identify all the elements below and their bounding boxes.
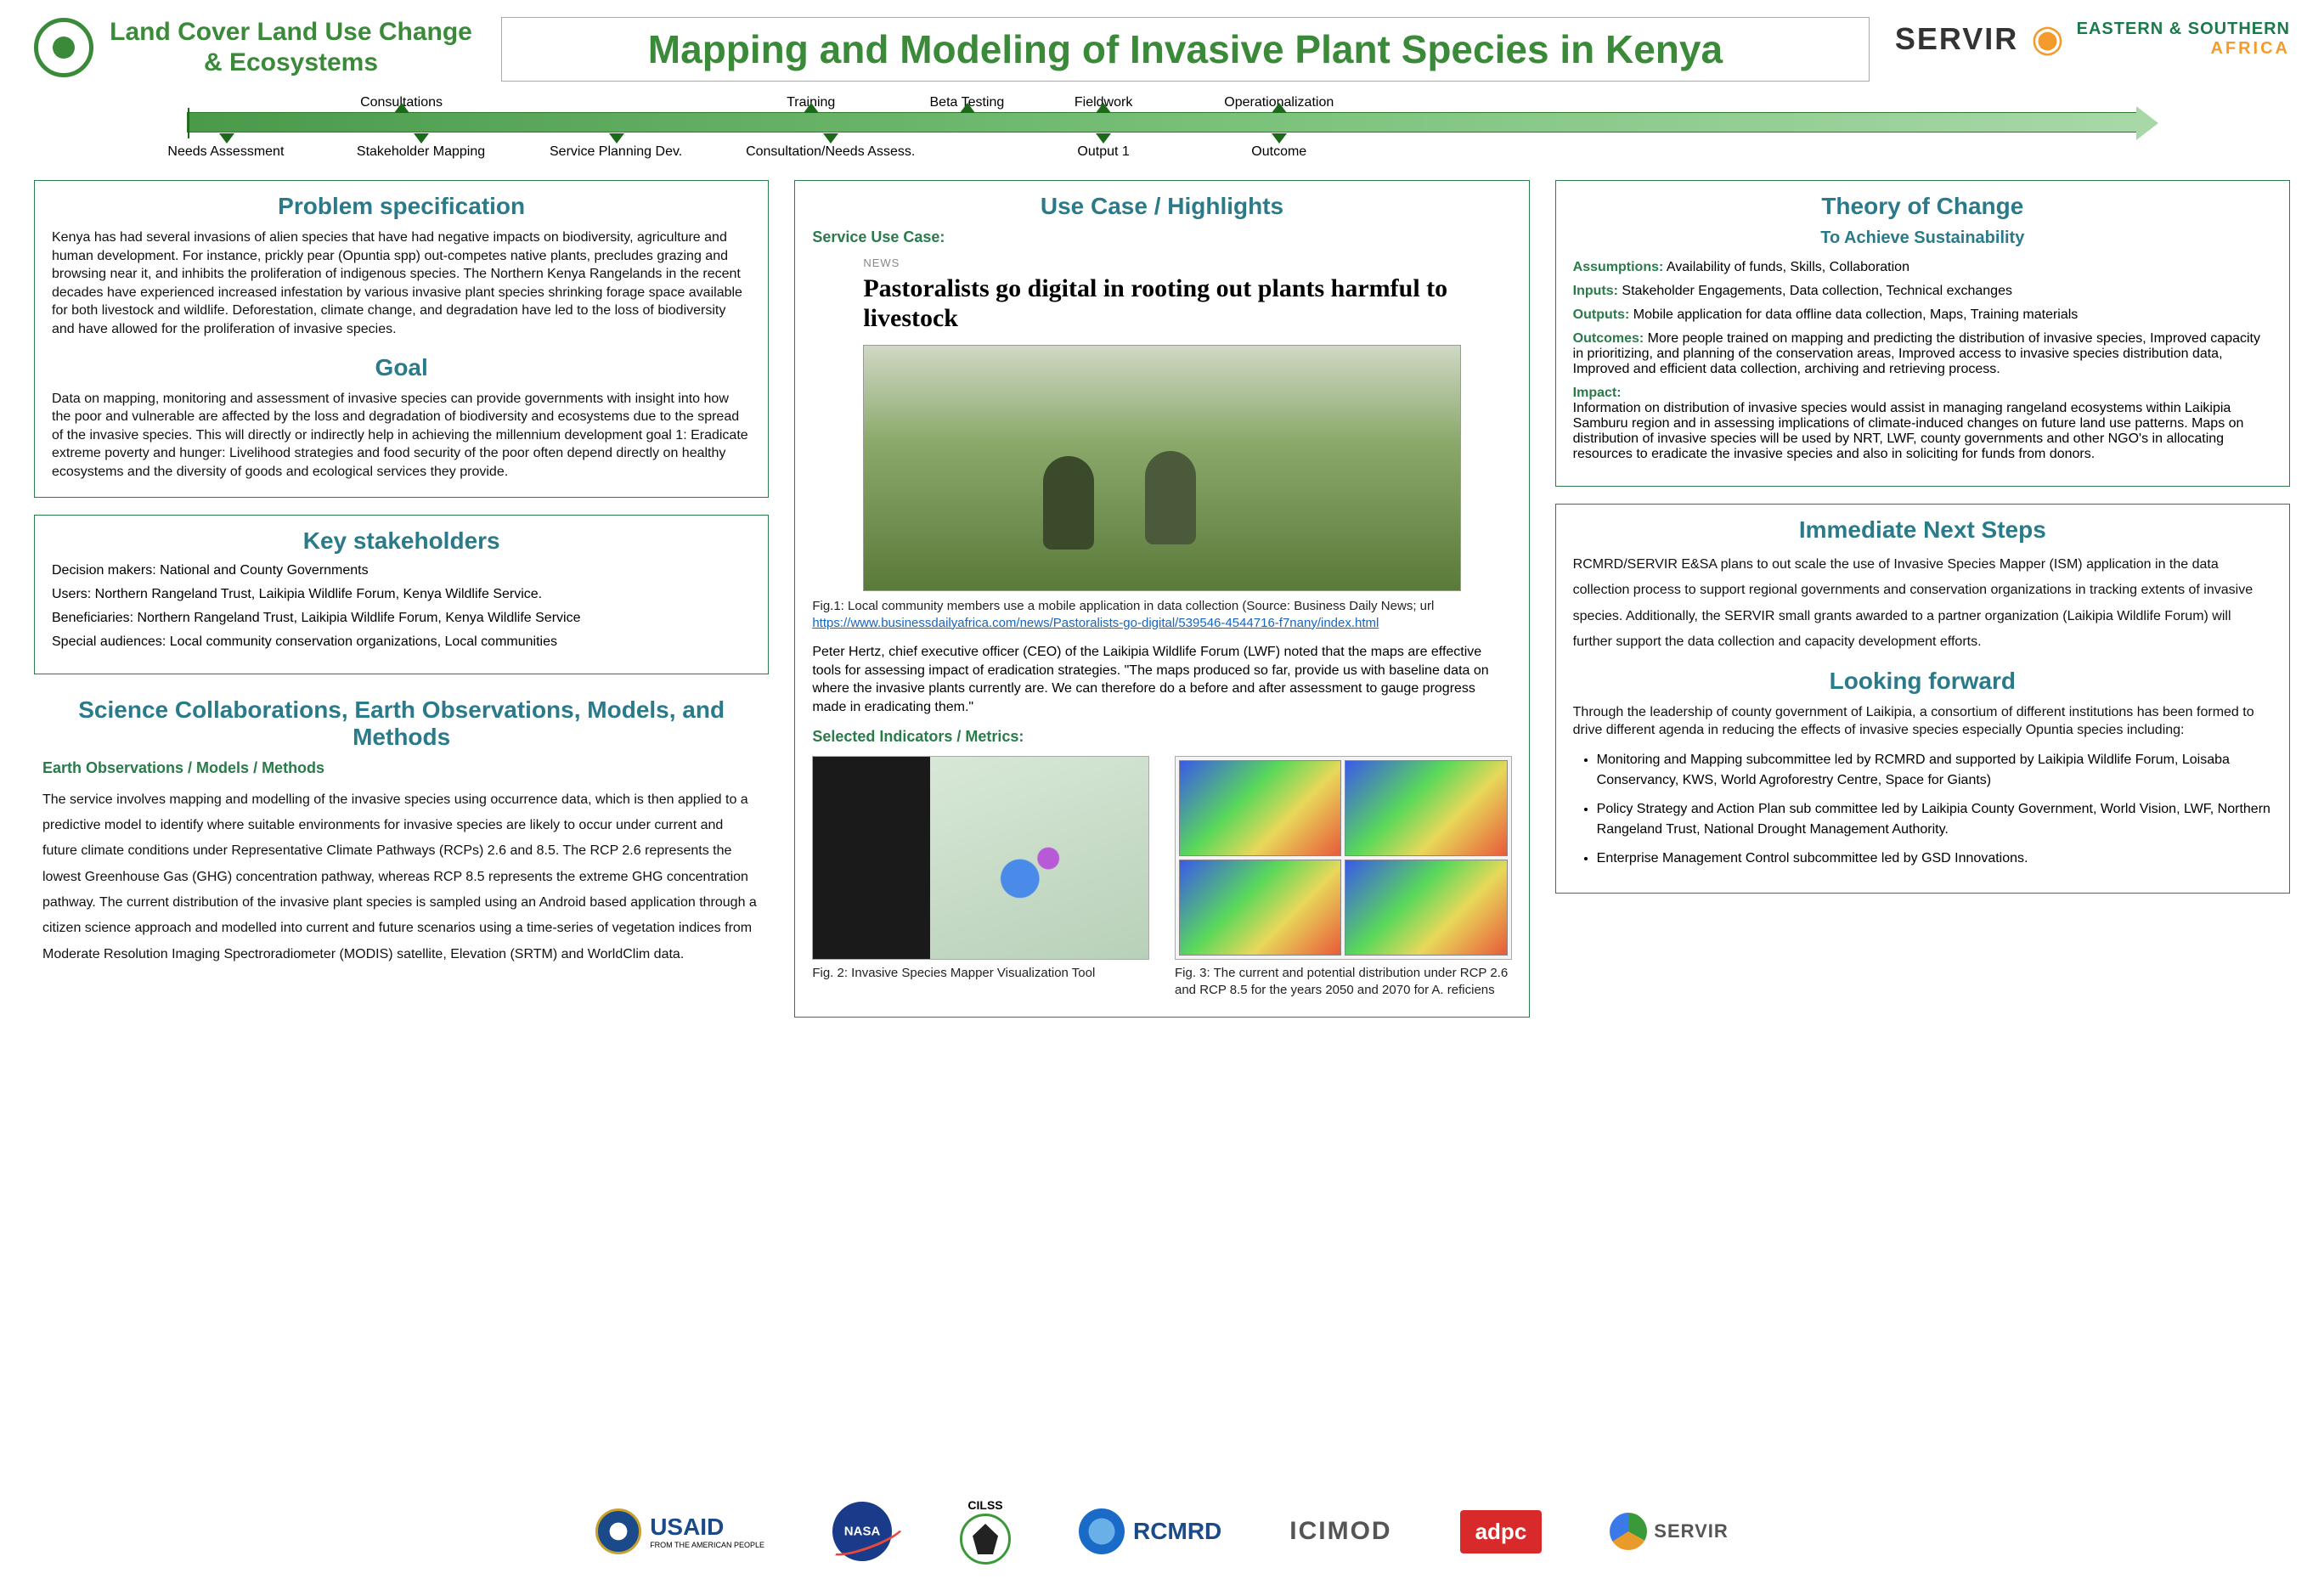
bullet-2: Policy Strategy and Action Plan sub comm… bbox=[1597, 799, 2272, 840]
toc-outcomes: Outcomes: More people trained on mapping… bbox=[1573, 331, 2272, 377]
science-panel: Science Collaborations, Earth Observatio… bbox=[34, 691, 769, 973]
toc-outputs: Outputs: Mobile application for data off… bbox=[1573, 307, 2272, 323]
timeline-bottom-label: Consultation/Needs Assess. bbox=[746, 144, 915, 160]
program-icon bbox=[34, 18, 93, 77]
goal-title: Goal bbox=[52, 354, 751, 381]
problem-title: Problem specification bbox=[52, 193, 751, 220]
stakeholders-title: Key stakeholders bbox=[52, 527, 751, 555]
timeline: ConsultationsTrainingBeta TestingFieldwo… bbox=[187, 90, 2137, 155]
toc-assumptions: Assumptions: Availability of funds, Skil… bbox=[1573, 260, 2272, 275]
program-title: Land Cover Land Use Change & Ecosystems bbox=[106, 17, 476, 78]
fig1-text: Fig.1: Local community members use a mob… bbox=[812, 599, 1434, 613]
cilss-text: CILSS bbox=[967, 1498, 1002, 1512]
timeline-bar bbox=[187, 112, 2137, 132]
toc-inputs: Inputs: Stakeholder Engagements, Data co… bbox=[1573, 284, 2272, 299]
science-sub: Earth Observations / Models / Methods bbox=[42, 759, 760, 777]
metrics-label: Selected Indicators / Metrics: bbox=[812, 728, 1511, 746]
rcmrd-text: RCMRD bbox=[1133, 1518, 1221, 1545]
news-tag: NEWS bbox=[863, 257, 1460, 269]
stakeholders-panel: Key stakeholders Decision makers: Nation… bbox=[34, 515, 769, 674]
servir-globe-icon bbox=[1610, 1513, 1647, 1550]
problem-body: Kenya has had several invasions of alien… bbox=[52, 228, 751, 339]
timeline-bottom-label: Needs Assessment bbox=[167, 144, 284, 160]
globe-icon: ◉ bbox=[2031, 17, 2063, 60]
left-column: Problem specification Kenya has had seve… bbox=[34, 180, 769, 1018]
next-body: RCMRD/SERVIR E&SA plans to out scale the… bbox=[1573, 552, 2272, 656]
stake-beneficiaries: Beneficiaries: Northern Rangeland Trust,… bbox=[52, 611, 751, 626]
fig2: Fig. 2: Invasive Species Mapper Visualiz… bbox=[812, 756, 1149, 1001]
fig3-caption: Fig. 3: The current and potential distri… bbox=[1175, 965, 1512, 998]
fig3: Fig. 3: The current and potential distri… bbox=[1175, 756, 1512, 1001]
footer-logos: USAIDFROM THE AMERICAN PEOPLE CILSS RCMR… bbox=[0, 1498, 2324, 1565]
usaid-seal-icon bbox=[595, 1508, 641, 1554]
problem-panel: Problem specification Kenya has had seve… bbox=[34, 180, 769, 498]
bullet-3: Enterprise Management Control subcommitt… bbox=[1597, 849, 2272, 869]
poster-header: Land Cover Land Use Change & Ecosystems … bbox=[34, 17, 2290, 82]
usecase-panel: Use Case / Highlights Service Use Case: … bbox=[794, 180, 1529, 1018]
goal-body: Data on mapping, monitoring and assessme… bbox=[52, 390, 751, 482]
icimod-logo: ICIMOD bbox=[1289, 1517, 1391, 1546]
forward-bullets: Monitoring and Mapping subcommittee led … bbox=[1573, 750, 2272, 869]
rcmrd-globe-icon bbox=[1079, 1508, 1125, 1554]
esa-top: EASTERN & SOUTHERN bbox=[2077, 20, 2290, 39]
servir-footer-logo: SERVIR bbox=[1610, 1513, 1729, 1550]
forward-intro: Through the leadership of county governm… bbox=[1573, 703, 2272, 740]
toc-impact: Impact: Information on distribution of i… bbox=[1573, 386, 2272, 462]
main-title: Mapping and Modeling of Invasive Plant S… bbox=[527, 26, 1843, 72]
cilss-icon bbox=[960, 1514, 1011, 1565]
nasa-logo bbox=[832, 1502, 892, 1561]
servir-footer-text: SERVIR bbox=[1654, 1520, 1729, 1542]
timeline-bottom-label: Stakeholder Mapping bbox=[357, 144, 485, 160]
timeline-marker-icon bbox=[960, 103, 975, 113]
usaid-logo: USAIDFROM THE AMERICAN PEOPLE bbox=[595, 1508, 764, 1554]
bullet-1: Monitoring and Mapping subcommittee led … bbox=[1597, 750, 2272, 791]
timeline-marker-icon bbox=[804, 103, 819, 113]
usaid-text: USAID bbox=[650, 1514, 724, 1540]
toc-panel: Theory of Change To Achieve Sustainabili… bbox=[1555, 180, 2290, 487]
main-title-box: Mapping and Modeling of Invasive Plant S… bbox=[501, 17, 1870, 82]
content-columns: Problem specification Kenya has had seve… bbox=[34, 180, 2290, 1018]
rcmrd-logo: RCMRD bbox=[1079, 1508, 1221, 1554]
next-title: Immediate Next Steps bbox=[1573, 516, 2272, 544]
program-block: Land Cover Land Use Change & Ecosystems bbox=[34, 17, 476, 78]
timeline-bottom-label: Outcome bbox=[1251, 144, 1306, 160]
metrics-row: Fig. 2: Invasive Species Mapper Visualiz… bbox=[812, 756, 1511, 1001]
adpc-text: adpc bbox=[1460, 1510, 1543, 1553]
usaid-sub: FROM THE AMERICAN PEOPLE bbox=[650, 1541, 764, 1549]
nasa-meatball-icon bbox=[832, 1502, 892, 1561]
servir-logo-block: SERVIR ◉ EASTERN & SOUTHERN AFRICA bbox=[1895, 17, 2290, 60]
science-title: Science Collaborations, Earth Observatio… bbox=[42, 696, 760, 751]
adpc-logo: adpc bbox=[1460, 1510, 1543, 1553]
stake-special: Special audiences: Local community conse… bbox=[52, 634, 751, 650]
toc-sub: To Achieve Sustainability bbox=[1573, 228, 2272, 248]
servir-wordmark: SERVIR bbox=[1895, 21, 2018, 57]
forward-title: Looking forward bbox=[1573, 668, 2272, 695]
cilss-logo: CILSS bbox=[960, 1498, 1011, 1565]
center-column: Use Case / Highlights Service Use Case: … bbox=[794, 180, 1529, 1018]
service-usecase-label: Service Use Case: bbox=[812, 228, 1511, 246]
timeline-bottom-label: Service Planning Dev. bbox=[550, 144, 682, 160]
timeline-marker-icon bbox=[394, 103, 409, 113]
esa-label: EASTERN & SOUTHERN AFRICA bbox=[2077, 20, 2290, 59]
fig2-caption: Fig. 2: Invasive Species Mapper Visualiz… bbox=[812, 965, 1149, 982]
news-photo bbox=[863, 345, 1460, 591]
fig1-caption: Fig.1: Local community members use a mob… bbox=[812, 598, 1511, 631]
right-column: Theory of Change To Achieve Sustainabili… bbox=[1555, 180, 2290, 1018]
timeline-marker-icon bbox=[1272, 103, 1287, 113]
science-body: The service involves mapping and modelli… bbox=[42, 787, 760, 968]
stake-users: Users: Northern Rangeland Trust, Laikipi… bbox=[52, 587, 751, 602]
toc-title: Theory of Change bbox=[1573, 193, 2272, 220]
ceo-quote: Peter Hertz, chief executive officer (CE… bbox=[812, 643, 1511, 716]
esa-bot: AFRICA bbox=[2077, 39, 2290, 59]
usecase-title: Use Case / Highlights bbox=[812, 193, 1511, 220]
news-headline: Pastoralists go digital in rooting out p… bbox=[863, 274, 1460, 333]
next-panel: Immediate Next Steps RCMRD/SERVIR E&SA p… bbox=[1555, 504, 2290, 894]
stake-decision: Decision makers: National and County Gov… bbox=[52, 563, 751, 578]
timeline-bottom-label: Output 1 bbox=[1077, 144, 1129, 160]
timeline-marker-icon bbox=[1096, 103, 1111, 113]
fig1-link[interactable]: https://www.businessdailyafrica.com/news… bbox=[812, 616, 1379, 630]
